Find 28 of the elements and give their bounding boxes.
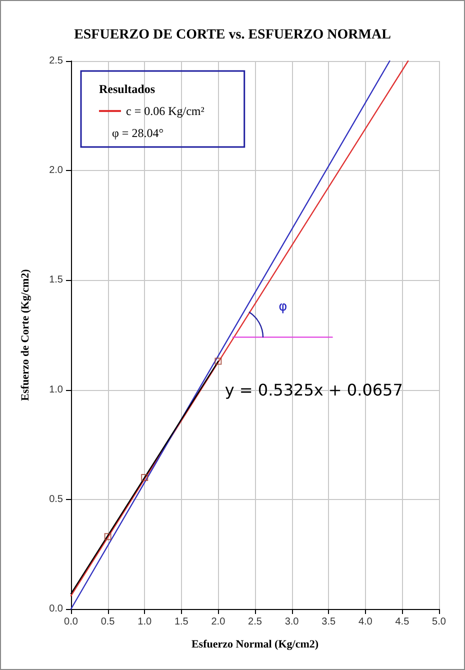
x-tick-label: 3.0 [284,616,300,628]
annotation: φ [278,300,288,315]
x-tick-label: 4.0 [358,616,373,628]
annotation: φ = 28.04° [112,126,164,140]
annotation: y = 0.5325x + 0.0657 [224,380,403,400]
y-tick-label: 2.5 [49,56,64,66]
point [214,358,222,365]
x-tick-label: 1.0 [138,616,152,628]
x-tick-label: 1.5 [174,616,189,628]
x-tick-label: 4.5 [395,616,410,628]
y-tick-label: 1.0 [49,384,64,396]
y-tick-label: 1.5 [49,274,64,286]
y-tick-label: 0.5 [49,494,64,505]
legend-label: c = 0.06 Kg/cm² [126,104,205,118]
x-tick-label: 3.5 [322,616,336,628]
legend-title: Resultados [99,82,156,96]
x-tick-label: 0.0 [64,616,78,628]
point [141,474,148,481]
y-axis-title: Esfuerzo de Corte (Kg/cm2) [20,268,32,401]
chart-title: ESFUERZO DE CORTE vs. ESFUERZO NORMAL [74,28,391,42]
x-tick-label: 5.0 [432,616,446,628]
point [104,533,112,540]
x-tick-label: 0.5 [100,616,116,628]
y-tick-label: 2.0 [49,165,64,176]
x-axis-title: Esfuerzo Normal (Kg/cm2) [191,638,319,650]
x-tick-label: 2.0 [211,616,226,628]
x-tick-label: 2.5 [248,616,262,628]
y-tick-label: 0.0 [49,604,64,614]
